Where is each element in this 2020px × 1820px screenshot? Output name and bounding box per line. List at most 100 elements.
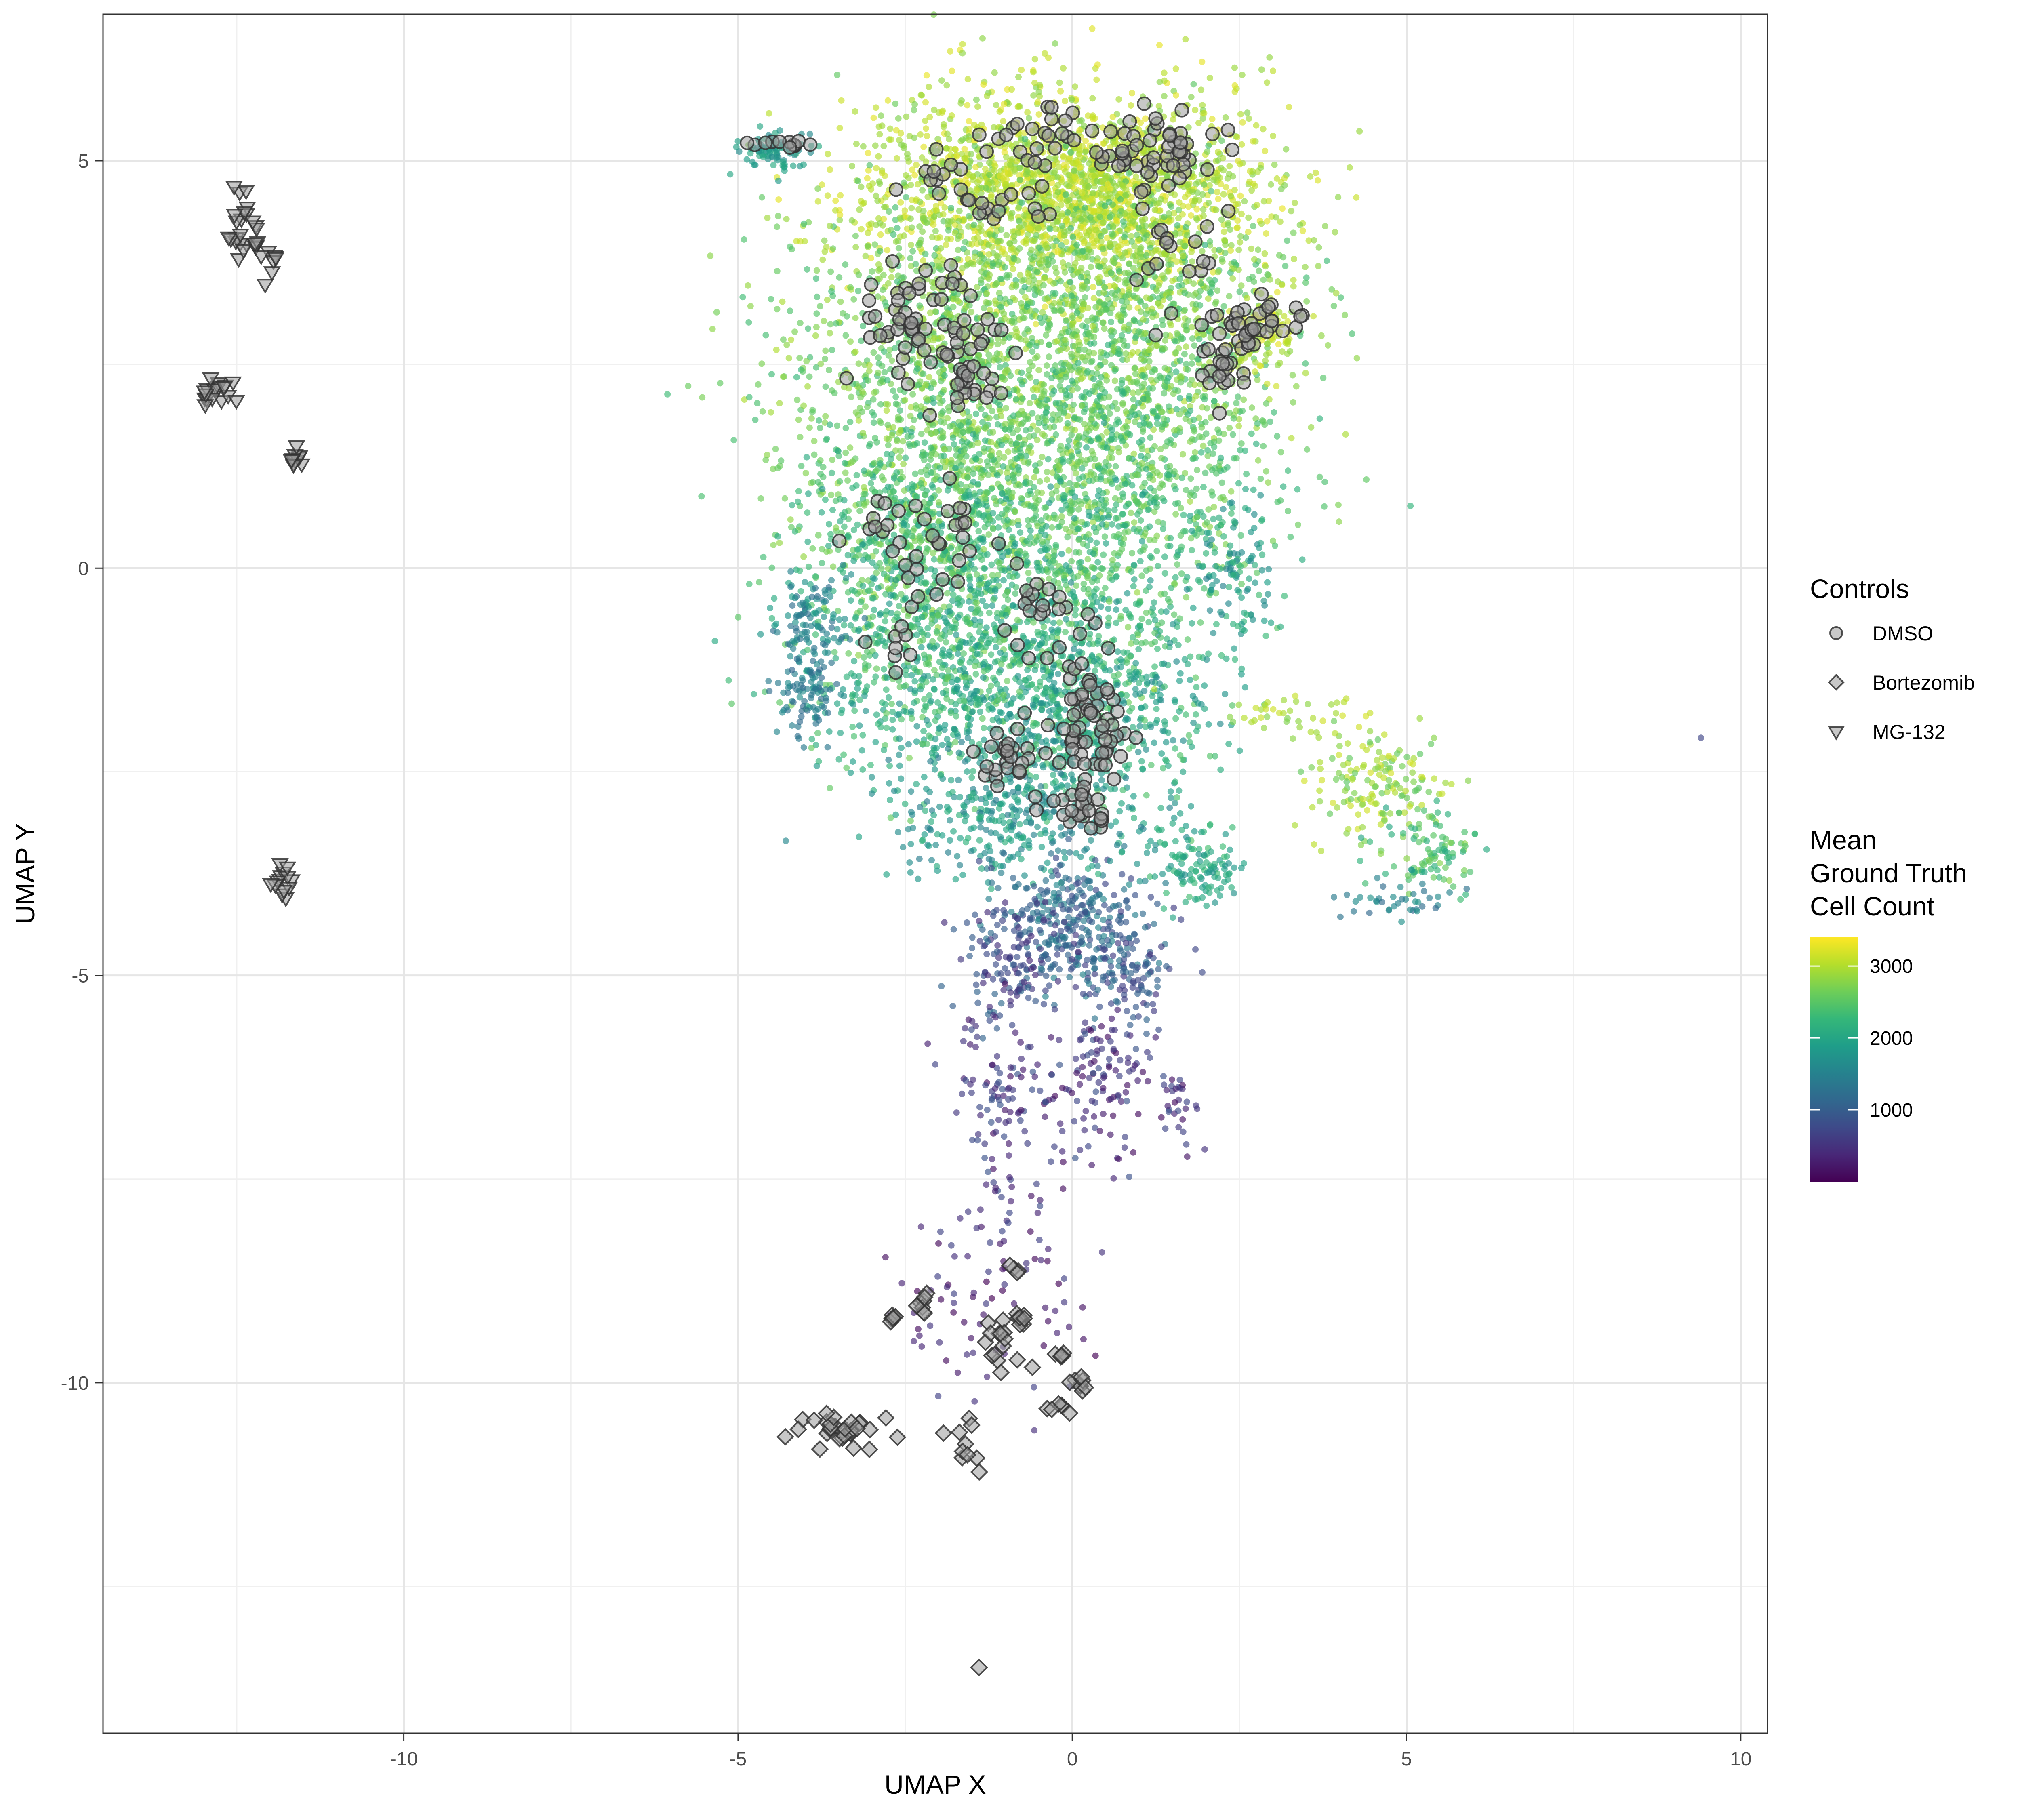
cell-point	[936, 499, 942, 506]
cell-point	[1292, 200, 1298, 206]
cell-point	[1002, 426, 1008, 433]
cell-point	[911, 101, 918, 108]
cell-point	[1213, 206, 1220, 213]
cell-point	[1090, 323, 1096, 329]
cell-point	[1207, 75, 1213, 81]
cell-point	[745, 282, 751, 289]
cell-point	[1088, 249, 1094, 255]
cell-point	[1066, 458, 1072, 464]
cell-point	[920, 144, 927, 150]
cell-point	[1048, 438, 1055, 444]
cell-point	[945, 227, 952, 234]
cell-point	[1173, 368, 1180, 375]
cell-point	[1036, 111, 1042, 118]
cell-point	[1311, 237, 1317, 244]
cell-point	[779, 299, 786, 305]
cell-point	[1010, 412, 1017, 419]
cell-point	[1134, 232, 1140, 238]
cell-point	[1166, 403, 1172, 410]
cell-point	[981, 305, 987, 311]
cell-point	[1162, 365, 1168, 371]
cell-point	[1057, 347, 1064, 353]
cell-point	[1037, 290, 1044, 296]
cell-point	[1025, 416, 1031, 422]
cell-point	[1053, 238, 1060, 244]
cell-point	[823, 383, 829, 390]
cell-point	[824, 436, 830, 442]
cell-point	[888, 456, 894, 462]
cell-point	[1194, 467, 1200, 473]
cell-point	[707, 252, 713, 259]
cell-point	[1256, 268, 1262, 274]
cell-point	[941, 419, 947, 426]
cell-point	[1184, 232, 1190, 238]
cell-point	[1035, 367, 1042, 373]
cell-point	[1045, 324, 1051, 331]
cell-point	[1008, 246, 1014, 253]
cell-point	[805, 325, 811, 332]
cell-point	[1214, 189, 1220, 195]
cell-point	[1024, 109, 1031, 116]
cell-point	[1052, 308, 1058, 314]
cell-point	[1161, 69, 1168, 76]
cell-point	[1208, 188, 1214, 194]
cell-point	[913, 162, 920, 168]
cell-point	[1302, 370, 1309, 376]
cell-point	[1260, 126, 1267, 132]
cell-point	[1226, 163, 1233, 169]
cell-point	[1033, 232, 1039, 238]
cell-point	[1023, 453, 1029, 459]
cell-point	[892, 345, 898, 351]
cell-point	[1137, 120, 1144, 126]
cell-point	[833, 320, 839, 327]
cell-point	[1303, 298, 1310, 305]
cell-point	[966, 137, 972, 143]
cell-point	[895, 115, 902, 122]
cell-point	[966, 213, 972, 219]
cell-point	[1262, 148, 1268, 154]
cell-point	[880, 222, 886, 229]
cell-point	[1231, 415, 1237, 422]
cell-point	[780, 336, 787, 343]
cell-point	[1258, 221, 1265, 227]
cell-point	[860, 143, 867, 150]
cell-point	[1209, 116, 1216, 122]
cell-point	[1073, 160, 1079, 167]
cell-point	[843, 332, 849, 339]
cell-point	[888, 274, 895, 280]
cell-point	[1159, 272, 1166, 279]
cell-point	[955, 247, 962, 253]
cell-point	[1032, 56, 1038, 62]
cell-point	[1126, 291, 1132, 298]
cell-point	[1000, 118, 1006, 124]
cell-point	[991, 495, 997, 501]
cell-point	[1058, 242, 1065, 249]
cell-point	[1018, 370, 1025, 376]
cell-point	[1100, 246, 1106, 252]
cell-point	[929, 234, 936, 240]
cell-point	[1180, 451, 1186, 458]
cell-point	[870, 349, 877, 356]
cell-point	[817, 425, 823, 431]
cell-point	[1110, 344, 1117, 351]
cell-point	[1046, 353, 1052, 360]
cell-point	[926, 84, 932, 90]
cell-point	[1030, 69, 1037, 75]
cell-point	[1011, 238, 1018, 244]
cell-point	[920, 208, 927, 215]
cell-point	[908, 242, 914, 248]
cell-point	[1086, 160, 1092, 167]
cell-point	[1156, 42, 1163, 48]
cell-point	[1069, 96, 1075, 103]
cell-point	[1315, 263, 1321, 269]
cell-point	[1018, 67, 1025, 73]
cell-point	[1113, 515, 1119, 522]
cell-point	[1000, 356, 1007, 362]
cell-point	[1085, 112, 1091, 119]
cell-point	[1221, 237, 1228, 243]
cell-point	[984, 93, 990, 99]
cell-point	[1122, 210, 1128, 217]
cell-point	[1097, 381, 1104, 388]
cell-point	[916, 302, 923, 309]
cell-point	[990, 260, 996, 267]
